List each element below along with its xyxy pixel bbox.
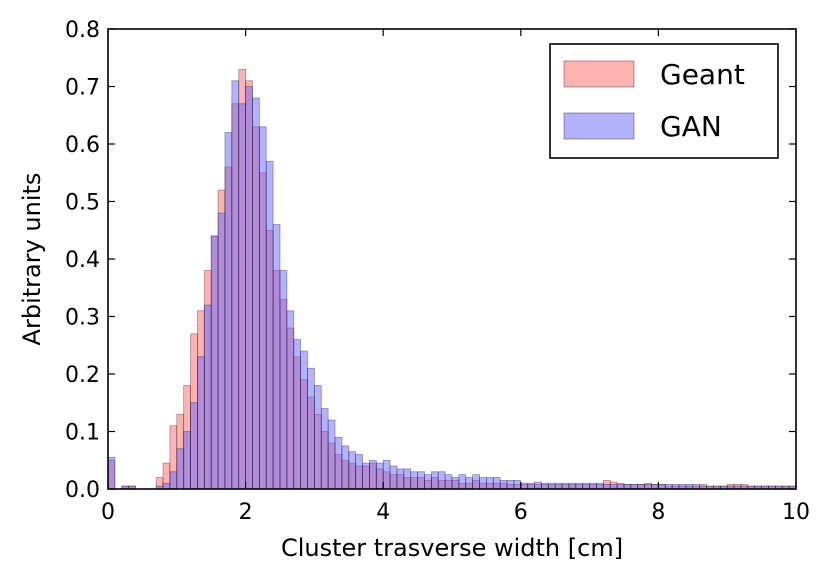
x-axis-label: Cluster trasverse width [cm]: [281, 534, 623, 562]
bar-gan: [307, 367, 315, 490]
bar-gan: [520, 482, 529, 490]
x-tick-label: 8: [651, 500, 665, 525]
bar-gan: [430, 471, 439, 490]
y-tick-label: 0.8: [65, 18, 100, 43]
bar-gan: [348, 451, 357, 490]
bar-gan: [534, 481, 542, 490]
bar-gan: [417, 471, 425, 490]
bar-gan: [396, 468, 405, 490]
bar-gan: [107, 456, 116, 490]
bar-gan: [472, 474, 480, 490]
bar-gan: [568, 482, 577, 490]
ticks-layer: 0 2 4 6 8 10 0.0 0.1 0.2 0.3 0.4 0.5 0.6 0.7 0.8: [65, 18, 810, 525]
bar-gan: [362, 462, 370, 490]
bar-gan: [499, 479, 508, 490]
legend-swatch-gan: [563, 112, 635, 140]
bar-gan: [513, 479, 522, 490]
x-tick-label: 4: [376, 500, 390, 525]
bar-gan: [589, 482, 597, 490]
legend-label-geant: Geant: [660, 58, 745, 91]
bar-gan: [596, 482, 604, 490]
bar-gan: [492, 477, 501, 490]
bar-gan: [575, 482, 584, 490]
bar-gan: [224, 132, 233, 490]
bar-gan: [547, 482, 556, 490]
bar-gan: [403, 468, 412, 490]
bar-gan: [169, 471, 178, 490]
bar-gan: [437, 471, 446, 490]
bar-gan: [554, 482, 563, 490]
bar-gan: [272, 224, 281, 490]
bar-gan: [375, 462, 384, 490]
x-tick-label: 10: [782, 500, 810, 525]
bar-gan: [183, 431, 191, 490]
y-axis-label: Arbitrary units: [18, 173, 46, 346]
bar-gan: [231, 80, 240, 490]
bar-gan: [485, 477, 494, 490]
y-tick-label: 0.4: [65, 248, 100, 273]
bar-gan: [561, 482, 570, 490]
bar-gan: [210, 235, 219, 490]
bar-gan: [369, 459, 377, 490]
bar-gan: [541, 482, 549, 490]
bar-gan: [293, 339, 302, 490]
y-tick-label: 0.1: [65, 421, 100, 446]
y-tick-label: 0.6: [65, 133, 100, 158]
legend: Geant GAN: [549, 43, 779, 159]
bar-gan: [286, 310, 295, 490]
bar-gan: [382, 459, 391, 490]
bar-gan: [341, 445, 350, 490]
bar-gan: [313, 385, 322, 490]
bar-gan: [245, 86, 253, 490]
bar-gan: [162, 482, 171, 490]
y-tick-label: 0.7: [65, 76, 100, 101]
x-tick-label: 0: [101, 500, 115, 525]
bar-gan: [389, 465, 398, 490]
bar-gan: [334, 436, 343, 490]
bar-gan: [203, 304, 212, 490]
y-tick-label: 0.0: [65, 478, 100, 503]
bar-gan: [458, 474, 467, 490]
bar-gan: [616, 482, 625, 490]
bar-gan: [217, 212, 226, 490]
bar-gan: [444, 474, 453, 490]
bar-gan: [451, 477, 460, 490]
bar-gan: [465, 477, 474, 490]
bar-gan: [527, 482, 535, 490]
bar-gan: [355, 454, 363, 490]
bar-gan: [279, 270, 288, 490]
bar-gan: [300, 350, 308, 490]
bar-gan: [582, 482, 590, 490]
legend-label-gan: GAN: [660, 110, 722, 143]
bar-gan: [320, 408, 329, 490]
bar-gan: [252, 97, 260, 490]
x-tick-label: 6: [514, 500, 528, 525]
bar-gan: [265, 160, 274, 490]
x-tick-label: 2: [239, 500, 253, 525]
y-tick-label: 0.2: [65, 363, 100, 388]
bar-gan: [506, 479, 515, 490]
bar-gan: [479, 477, 487, 490]
y-tick-label: 0.5: [65, 191, 100, 216]
bar-gan: [176, 448, 185, 490]
bar-gan: [197, 356, 205, 490]
bar-gan: [327, 419, 336, 490]
bar-gan: [424, 474, 432, 490]
bar-gan: [258, 126, 267, 490]
y-tick-label: 0.3: [65, 306, 100, 331]
legend-swatch-geant: [563, 60, 635, 88]
bar-gan: [190, 402, 198, 490]
bar-gan: [410, 471, 419, 490]
bar-gan: [238, 103, 247, 490]
